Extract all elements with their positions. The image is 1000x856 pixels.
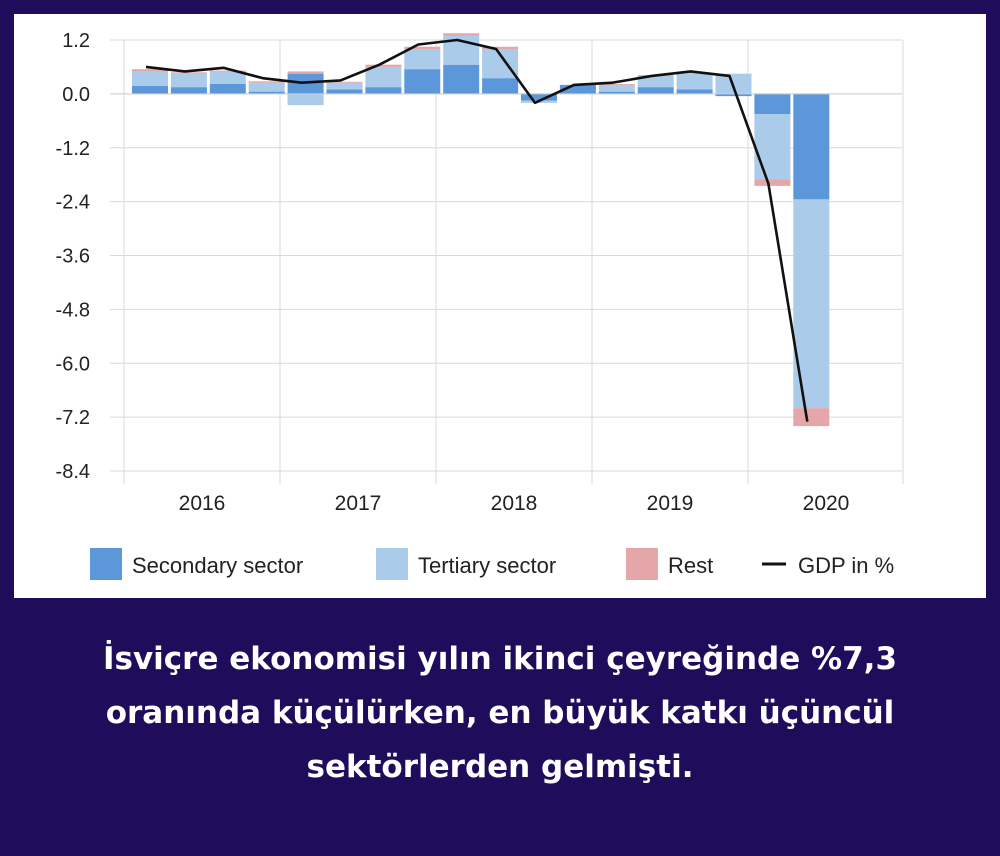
y-tick-label: -3.6 [56, 246, 90, 268]
legend-label-gdp-in-: GDP in % [798, 553, 894, 578]
legend-swatch-rest [626, 548, 658, 580]
bar-rest-2020Q1 [754, 179, 791, 186]
year-label-2017: 2017 [335, 492, 382, 515]
year-label-2019: 2019 [647, 492, 694, 515]
caption-line-1: İsviçre ekonomisi yılın ikinci çeyreğind… [102, 641, 898, 677]
y-tick-label: -6.0 [56, 353, 90, 375]
y-tick-label: 1.2 [62, 30, 90, 52]
bar-rest-2018Q1 [443, 33, 480, 36]
caption-line-3: sektörlerden gelmişti. [306, 749, 694, 785]
bar-secondary-sector-2017Q2 [326, 89, 363, 94]
bar-rest-2016Q4 [248, 81, 285, 83]
legend-swatch-tertiary-sector [376, 548, 408, 580]
y-tick-label: -8.4 [56, 461, 90, 483]
bar-rest-2019Q1 [598, 83, 635, 85]
bar-secondary-sector-2019Q2 [637, 87, 674, 94]
legend-label-rest: Rest [668, 553, 713, 578]
gdp-line [145, 38, 809, 422]
y-tick-label: 0.0 [62, 84, 90, 106]
bar-secondary-sector-2016Q3 [209, 83, 246, 94]
bar-secondary-sector-2017Q1 [287, 73, 324, 94]
caption: İsviçre ekonomisi yılın ikinci çeyreğind… [20, 632, 980, 794]
year-label-2020: 2020 [803, 492, 850, 515]
legend-label-secondary-sector: Secondary sector [132, 553, 303, 578]
bar-rest-2020Q2 [793, 408, 830, 427]
bar-secondary-sector-2020Q2 [793, 93, 830, 200]
bar-secondary-sector-2019Q3 [676, 89, 713, 94]
bar-tertiary-sector-2017Q4 [404, 48, 441, 70]
bar-secondary-sector-2016Q1 [132, 85, 168, 94]
year-label-2016: 2016 [179, 492, 226, 515]
bar-tertiary-sector-2016Q4 [248, 82, 285, 92]
bar-rest-2017Q2 [326, 81, 363, 83]
bar-tertiary-sector-2019Q2 [637, 75, 674, 88]
bar-secondary-sector-2017Q4 [404, 69, 441, 94]
bar-secondary-sector-2018Q2 [482, 78, 519, 94]
bar-tertiary-sector-2019Q1 [598, 84, 635, 92]
bar-secondary-sector-2016Q2 [170, 87, 207, 94]
bar-tertiary-sector-2016Q1 [132, 71, 168, 86]
bar-tertiary-sector-2016Q3 [209, 71, 246, 84]
bar-rest-2017Q3 [365, 64, 402, 67]
bar-secondary-sector-2018Q1 [443, 64, 480, 94]
bar-rest-2016Q2 [170, 72, 207, 74]
bar-tertiary-sector-2020Q1 [754, 114, 791, 180]
bar-tertiary-sector-2017Q1 [287, 93, 324, 106]
y-tick-label: -2.4 [56, 192, 90, 214]
bar-tertiary-sector-2017Q2 [326, 82, 363, 90]
bar-rest-2016Q1 [132, 69, 168, 72]
bar-secondary-sector-2016Q4 [248, 91, 285, 94]
y-tick-label: -4.8 [56, 299, 90, 321]
bar-rest-2019Q3 [676, 72, 713, 74]
caption-line-2: oranında küçülürken, en büyük katkı üçün… [105, 695, 895, 731]
bar-rest-2017Q4 [404, 46, 441, 49]
chart-card: 1.2 0.0 -1.2 -2.4 -3.6 -4.8 -6.0 -7.2 -8.4 2016 20… [14, 14, 986, 598]
bar-tertiary-sector-2017Q3 [365, 66, 402, 88]
bar-tertiary-sector-2016Q2 [170, 73, 207, 88]
legend-swatch-secondary-sector [90, 548, 122, 580]
bar-rest-2016Q3 [209, 70, 246, 72]
bar-rest-2017Q1 [287, 71, 324, 74]
y-tick-label: -1.2 [56, 138, 90, 160]
bar-secondary-sector-2018Q3 [521, 93, 557, 101]
bar-secondary-sector-2018Q4 [559, 84, 596, 94]
bar-secondary-sector-2019Q1 [598, 91, 635, 94]
year-label-2018: 2018 [491, 492, 538, 515]
bar-tertiary-sector-2019Q3 [676, 73, 713, 90]
bar-rest-2018Q2 [482, 46, 519, 49]
legend-label-tertiary-sector: Tertiary sector [418, 553, 556, 578]
bar-secondary-sector-2017Q3 [365, 87, 402, 94]
bar-secondary-sector-2019Q4 [715, 93, 752, 97]
gdp-chart: 1.2 0.0 -1.2 -2.4 -3.6 -4.8 -6.0 -7.2 -8.4 2016 20… [56, 30, 904, 580]
bar-secondary-sector-2020Q1 [754, 93, 791, 115]
y-tick-label: -7.2 [56, 407, 90, 429]
